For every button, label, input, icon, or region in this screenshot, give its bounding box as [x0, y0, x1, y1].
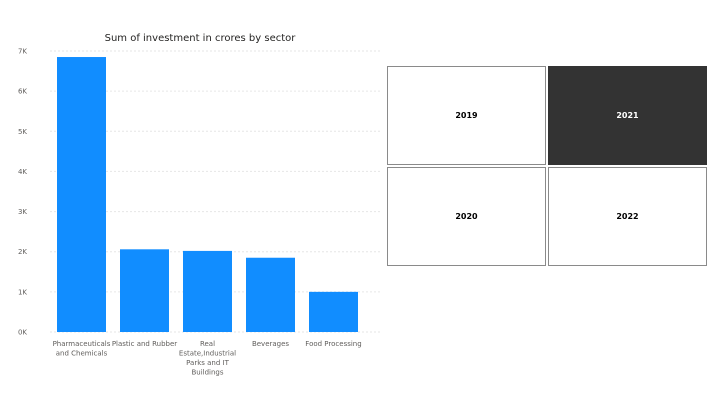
bar[interactable] — [309, 291, 358, 332]
y-tick-label: 6K — [18, 88, 27, 96]
y-tick-label: 4K — [18, 168, 27, 176]
bar-chart: Sum of investment in crores by sector 0K… — [18, 33, 382, 377]
y-tick-label: 7K — [18, 48, 27, 56]
y-axis-ticks: 0K 1K 2K 3K 4K 5K 6K 7K — [18, 48, 27, 337]
y-tick-label: 2K — [18, 248, 27, 256]
y-tick-label: 1K — [18, 288, 27, 296]
slicer-tile-2022[interactable]: 2022 — [548, 167, 707, 266]
y-tick-label: 3K — [18, 208, 27, 216]
year-slicer: 2019 2021 2020 2022 — [387, 66, 707, 267]
chart-title: Sum of investment in crores by sector — [105, 33, 297, 44]
y-tick-label: 0K — [18, 329, 27, 337]
slicer-tile-2019[interactable]: 2019 — [387, 66, 546, 165]
bar[interactable] — [246, 257, 295, 332]
slicer-tile-2021[interactable]: 2021 — [548, 66, 707, 165]
slicer-tile-2020[interactable]: 2020 — [387, 167, 546, 266]
bar[interactable] — [57, 57, 106, 333]
bar[interactable] — [120, 249, 169, 332]
y-tick-label: 5K — [18, 128, 27, 136]
x-category-label: Beverages — [252, 340, 289, 348]
bars — [57, 57, 358, 333]
x-category-label: Food Processing — [305, 340, 361, 348]
x-category-label: Real Estate,Industrial Parks and IT Buildin… — [179, 340, 236, 377]
x-category-label: Pharmaceuticals and Chemicals — [53, 340, 111, 358]
bar[interactable] — [183, 250, 232, 332]
x-category-label: Plastic and Rubber — [112, 340, 177, 348]
